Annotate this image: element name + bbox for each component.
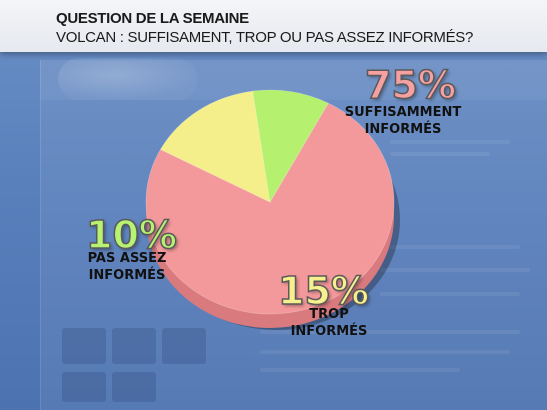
background-logo bbox=[58, 58, 198, 100]
pie-slice-suffisamment bbox=[145, 102, 395, 315]
slice-label-trop: TROP INFORMÉS bbox=[284, 306, 374, 340]
slice-label-line: SUFFISAMMENT bbox=[344, 105, 462, 120]
background-thumbnail bbox=[162, 328, 206, 364]
pie-slice-pas-assez bbox=[252, 89, 329, 204]
background-thumbnail bbox=[112, 328, 156, 364]
slice-value-trop: 15% bbox=[277, 269, 369, 313]
slice-label-line: INFORMÉS bbox=[88, 268, 166, 283]
background-text-line bbox=[380, 268, 530, 272]
background-text-line bbox=[380, 245, 520, 249]
slice-label-line: PAS ASSEZ bbox=[87, 251, 167, 266]
pie-top bbox=[145, 89, 395, 315]
slice-label-pas-assez: PAS ASSEZ INFORMÉS bbox=[72, 250, 182, 284]
background-text-line bbox=[260, 350, 510, 354]
page-subtitle: VOLCAN : SUFFISAMENT, TROP OU PAS ASSEZ … bbox=[56, 29, 474, 46]
background-text-line bbox=[260, 330, 520, 334]
header-band: QUESTION DE LA SEMAINE VOLCAN : SUFFISAM… bbox=[0, 0, 547, 52]
background-thumbnail bbox=[112, 372, 156, 402]
background-thumbnail bbox=[62, 372, 106, 402]
background-text-line bbox=[390, 152, 490, 156]
pie-slice-trop bbox=[159, 90, 271, 203]
background-text-line bbox=[390, 140, 510, 144]
slice-label-suffisamment: SUFFISAMMENT INFORMÉS bbox=[338, 104, 468, 138]
background-thumbnail bbox=[62, 328, 106, 364]
background-text-line bbox=[380, 292, 520, 296]
slice-label-line: TROP bbox=[309, 307, 349, 322]
page-title: QUESTION DE LA SEMAINE bbox=[56, 10, 249, 27]
slice-label-line: INFORMÉS bbox=[290, 324, 368, 339]
slice-value-suffisamment: 75% bbox=[364, 63, 456, 107]
slice-value-pas-assez: 10% bbox=[85, 213, 177, 257]
background-text-line bbox=[260, 368, 460, 372]
slice-label-line: INFORMÉS bbox=[364, 122, 442, 137]
